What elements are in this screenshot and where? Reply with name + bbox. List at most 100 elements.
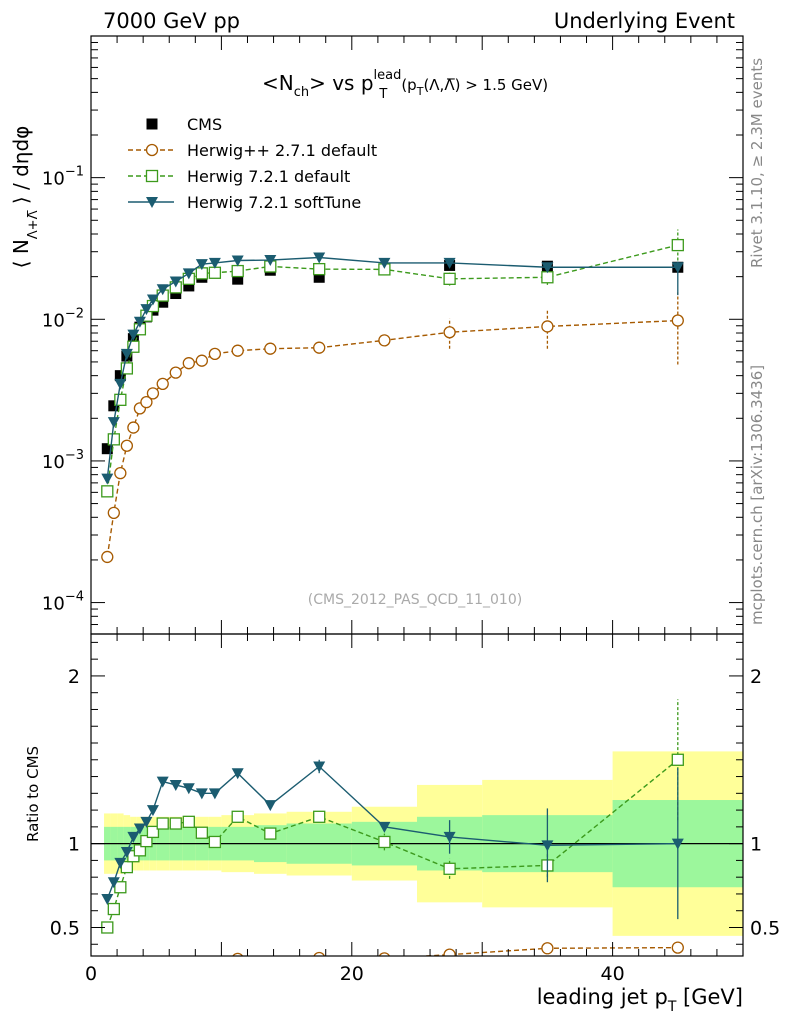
ratio-point <box>102 977 113 988</box>
data-point <box>671 314 684 327</box>
data-point <box>114 466 127 480</box>
xlabel-unit: [GeV] <box>676 985 743 1009</box>
analysis-watermark: (CMS_2012_PAS_QCD_11_010) <box>308 592 522 608</box>
ratio-point <box>378 821 391 833</box>
ratio-point <box>156 776 169 788</box>
data-point <box>107 506 120 519</box>
legend-marker <box>145 143 159 157</box>
ratio-point <box>671 838 684 850</box>
title-sup: lead <box>374 68 402 83</box>
ratio-point <box>141 964 152 975</box>
data-point <box>114 370 126 382</box>
data-point <box>114 393 127 406</box>
ratio-point <box>120 860 134 874</box>
data-point <box>107 433 120 446</box>
data-point <box>140 304 153 316</box>
ratio-point <box>265 959 276 970</box>
y-tick-label: 10−3 <box>42 448 84 473</box>
ratio-point <box>101 893 114 905</box>
xlabel-sub: T <box>667 999 677 1015</box>
title-mid: > vs p <box>309 71 373 95</box>
title-post-b: (Λ,Λ̅) > 1.5 GeV) <box>423 76 548 94</box>
x-tick-label: 20 <box>340 963 364 985</box>
ratio-point <box>209 961 220 972</box>
ratio-point <box>378 952 391 956</box>
ratio-plot: 0 20 40 0.5 0.5 1 1 2 2 <box>50 633 780 988</box>
data-point <box>231 344 244 357</box>
ratio-point <box>140 834 153 848</box>
ratio-point <box>195 788 208 800</box>
data-point <box>208 266 222 279</box>
ratio-point <box>313 951 326 956</box>
data-point <box>671 262 684 274</box>
legend-label: CMS <box>187 115 222 134</box>
legend-entry: CMS <box>146 115 222 134</box>
title-sub2: T <box>378 87 387 102</box>
ratio-line <box>413 946 678 956</box>
data-point <box>169 276 182 288</box>
data-point <box>182 357 195 370</box>
data-point <box>101 443 113 455</box>
data-point <box>313 252 326 264</box>
ratio-point <box>120 847 133 859</box>
ratio-point <box>671 941 684 954</box>
data-point <box>140 396 153 409</box>
data-point <box>443 326 456 339</box>
ratio-point <box>121 967 132 978</box>
legend-marker <box>146 118 158 130</box>
header-right: Underlying Event <box>554 9 735 33</box>
ratio-point <box>140 816 153 828</box>
data-point <box>378 257 391 269</box>
legend-label: Herwig 7.2.1 default <box>187 167 350 186</box>
ratio-point <box>671 753 684 766</box>
data-point <box>232 273 244 285</box>
data-point <box>146 294 159 306</box>
data-point <box>208 347 222 361</box>
data-point <box>443 257 456 269</box>
ratio-point <box>208 835 222 849</box>
ratio-tick-label-right: 0.5 <box>750 917 780 939</box>
data-point <box>120 348 133 360</box>
data-point <box>101 473 114 485</box>
ratio-series-3 <box>101 759 684 920</box>
series-3 <box>101 252 684 485</box>
header-left: 7000 GeV pp <box>103 9 240 33</box>
ratio-point <box>183 958 194 969</box>
ratio-point <box>541 942 554 955</box>
ratio-point <box>232 952 244 956</box>
data-point <box>443 272 456 285</box>
ratio-point <box>264 800 277 812</box>
data-point <box>156 284 169 296</box>
ratio-point <box>170 960 181 971</box>
side-rivet: Rivet 3.1.10, ≥ 2.3M events <box>748 58 766 268</box>
data-point <box>183 280 195 292</box>
ratio-point <box>156 817 169 830</box>
title-post-a: (p <box>401 76 416 94</box>
ylabel-b: ⟩ / dηdφ <box>9 126 33 211</box>
data-point <box>313 262 326 276</box>
ratio-point <box>313 810 326 823</box>
data-point <box>108 400 120 412</box>
data-point <box>101 485 114 498</box>
ratio-tick-label-right: 1 <box>750 834 762 856</box>
data-point <box>127 421 140 434</box>
legend-label: Herwig 7.2.1 softTune <box>187 193 361 212</box>
data-point <box>231 264 244 278</box>
ratio-point <box>182 783 195 795</box>
ratio-point <box>264 827 277 840</box>
series-1 <box>101 292 684 564</box>
ratio-point <box>443 948 456 956</box>
ratio-point <box>133 844 147 857</box>
chart-title: <Nch> vs plead T(pT(Λ,Λ̅) > 1.5 GeV) <box>262 68 548 102</box>
ratio-point <box>443 862 456 875</box>
ratio-tick-label-left: 0.5 <box>50 917 80 939</box>
ratio-frame <box>90 633 744 957</box>
data-point <box>264 255 277 267</box>
data-point <box>114 378 127 390</box>
ratio-point <box>128 966 139 977</box>
legend-marker <box>146 197 158 208</box>
ratio-point <box>146 825 160 839</box>
data-point <box>195 354 208 367</box>
title-post-sub: T <box>416 85 424 98</box>
legend-marker <box>145 169 159 183</box>
